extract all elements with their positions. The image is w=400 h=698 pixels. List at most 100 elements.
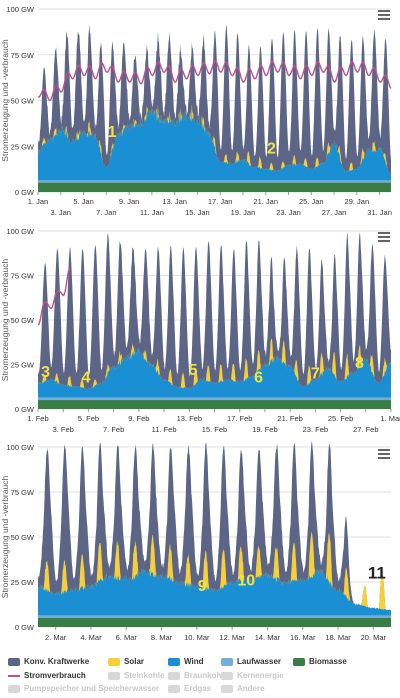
legend-swatch-icon — [221, 684, 233, 693]
x-tick-label: 12. Mar — [219, 633, 245, 642]
annotation-number: 1 — [108, 124, 117, 141]
x-tick-label: 15. Jan — [185, 208, 210, 217]
legend-item[interactable]: Erdgas — [168, 684, 211, 693]
wind-area — [38, 568, 391, 627]
y-tick-label: 50 GW — [11, 316, 35, 325]
x-tick-label: 3. Feb — [53, 425, 74, 434]
annotation-number: 7 — [311, 366, 320, 383]
chart-svg: 0 GW 25 GW 50 GW 75 GW 100 GW Stromerzeugung … — [0, 227, 400, 434]
biomasse-area — [38, 182, 391, 192]
chart-menu-icon[interactable] — [378, 10, 390, 20]
x-tick-label: 9. Jan — [119, 197, 139, 206]
legend-label: Pumpspeicher und Speicherwasser — [24, 684, 160, 693]
legend-item[interactable]: Stromverbrauch — [8, 671, 86, 680]
x-tick-label: 14. Mar — [255, 633, 281, 642]
legend-swatch-icon — [293, 657, 305, 666]
legend-swatch-icon — [168, 671, 180, 680]
y-tick-label: 75 GW — [11, 272, 35, 281]
legend-item[interactable]: Laufwasser — [221, 657, 281, 666]
legend-row: Konv. Kraftwerke Solar Wind Laufwasser Bioma… — [8, 657, 398, 669]
y-tick-label: 0 GW — [15, 623, 35, 632]
y-tick-label: 0 GW — [15, 188, 35, 197]
x-tick-label: 17. Jan — [208, 197, 233, 206]
legend-label: Andere — [237, 684, 265, 693]
y-axis-title: Stromerzeugung und -verbrauch — [0, 39, 10, 162]
y-axis-title: Stromerzeugung und -verbrauch — [0, 259, 10, 382]
x-tick-label: 13. Jan — [162, 197, 187, 206]
legend-swatch-icon — [221, 671, 233, 680]
x-tick-label: 11. Jan — [140, 208, 164, 217]
legend-label: Wind — [184, 657, 204, 666]
x-tick-label: 10. Mar — [184, 633, 210, 642]
wind-area — [38, 347, 391, 409]
legend-item[interactable]: Biomasse — [293, 657, 347, 666]
x-tick-label: 25. Jan — [299, 197, 324, 206]
legend-item[interactable]: Wind — [168, 657, 203, 666]
x-tick-label: 13. Feb — [177, 414, 202, 423]
chart-legend: Konv. Kraftwerke Solar Wind Laufwasser Bioma… — [0, 655, 400, 698]
x-tick-label: 7. Jan — [96, 208, 116, 217]
legend-swatch-icon — [168, 684, 180, 693]
y-tick-label: 75 GW — [11, 488, 35, 497]
chart-panel-january: 0 GW 25 GW 50 GW 75 GW 100 GW Stromerzeugung … — [0, 0, 400, 222]
legend-label: Biomasse — [309, 657, 347, 666]
legend-swatch-icon — [108, 657, 120, 666]
legend-line-icon — [8, 674, 20, 677]
x-tick-label: 29. Jan — [345, 197, 370, 206]
legend-swatch-icon — [8, 657, 20, 666]
y-tick-label: 100 GW — [6, 5, 34, 14]
x-tick-label: 23. Feb — [303, 425, 328, 434]
y-tick-label: 25 GW — [11, 578, 35, 587]
biomasse-area — [38, 618, 391, 627]
stromverbrauch-line — [37, 268, 71, 326]
chart-panel-february: 0 GW 25 GW 50 GW 75 GW 100 GW Stromerzeugung … — [0, 222, 400, 444]
x-tick-label: 9. Feb — [128, 414, 149, 423]
annotation-number: 11 — [368, 563, 386, 582]
legend-item[interactable]: Pumpspeicher und Speicherwasser — [8, 684, 159, 693]
x-tick-label: 5. Jan — [73, 197, 93, 206]
chart-panel-march: 0 GW 25 GW 50 GW 75 GW 100 GW Stromerzeugung … — [0, 440, 400, 652]
legend-item[interactable]: Steinkohle — [108, 671, 164, 680]
x-tick-label: 17. Feb — [227, 414, 252, 423]
x-tick-label: 1. Mar — [380, 414, 400, 423]
biomasse-area — [38, 400, 391, 409]
y-tick-label: 100 GW — [6, 443, 34, 452]
legend-label: Braunkohle — [184, 671, 229, 680]
annotation-number: 4 — [81, 369, 90, 386]
x-tick-label: 2. Mar — [45, 633, 67, 642]
x-tick-label: 6. Mar — [116, 633, 138, 642]
x-tick-label: 21. Jan — [253, 197, 278, 206]
chart-menu-icon[interactable] — [378, 232, 390, 242]
legend-label: Erdgas — [184, 684, 212, 693]
legend-swatch-icon — [221, 657, 233, 666]
y-tick-label: 50 GW — [11, 533, 35, 542]
chart-svg: 0 GW 25 GW 50 GW 75 GW 100 GW Stromerzeugung … — [0, 5, 392, 217]
x-tick-label: 4. Mar — [80, 633, 102, 642]
legend-label: Kernenergie — [237, 671, 284, 680]
x-tick-label: 19. Jan — [231, 208, 256, 217]
annotation-number: 10 — [237, 573, 255, 590]
y-tick-label: 50 GW — [11, 97, 35, 106]
legend-swatch-icon — [108, 671, 120, 680]
x-tick-label: 27. Jan — [322, 208, 347, 217]
legend-item[interactable]: Braunkohle — [168, 671, 228, 680]
chart-svg: 0 GW 25 GW 50 GW 75 GW 100 GW Stromerzeugung … — [0, 440, 391, 642]
y-axis-title: Stromerzeugung und -verbrauch — [0, 476, 10, 599]
annotation-number: 2 — [267, 141, 276, 158]
legend-label: Stromverbrauch — [24, 671, 86, 680]
chart-menu-icon[interactable] — [378, 449, 390, 459]
legend-swatch-icon — [168, 657, 180, 666]
legend-item[interactable]: Solar — [108, 657, 144, 666]
x-tick-label: 8. Mar — [151, 633, 173, 642]
legend-item[interactable]: Andere — [221, 684, 265, 693]
legend-item[interactable]: Kernenergie — [221, 671, 284, 680]
x-tick-label: 31. Jan — [367, 208, 392, 217]
y-tick-label: 0 GW — [15, 405, 35, 414]
x-tick-label: 7. Feb — [103, 425, 124, 434]
legend-item[interactable]: Konv. Kraftwerke — [8, 657, 89, 666]
x-tick-label: 18. Mar — [325, 633, 351, 642]
annotation-number: 5 — [189, 362, 198, 379]
x-tick-label: 16. Mar — [290, 633, 316, 642]
x-tick-label: 5. Feb — [78, 414, 99, 423]
